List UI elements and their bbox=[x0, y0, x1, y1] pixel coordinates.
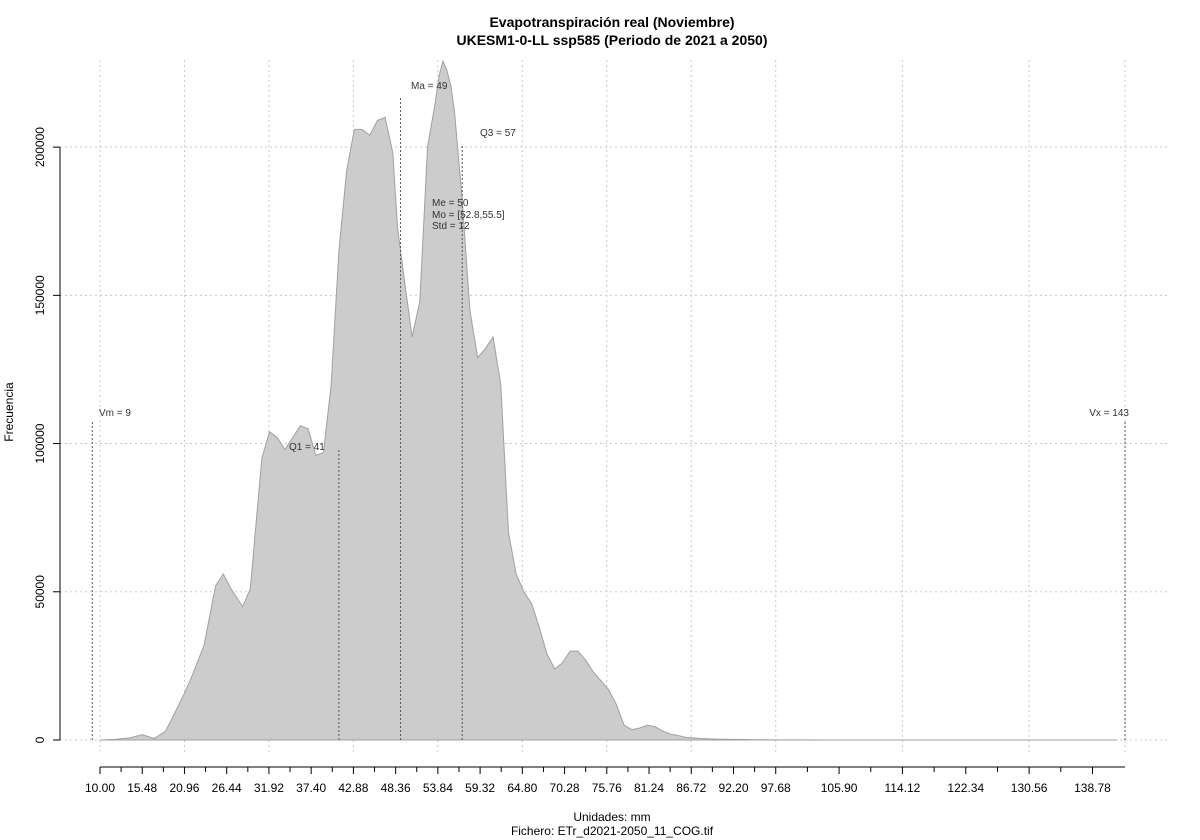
x-tick-label-12: 75.76 bbox=[592, 781, 622, 795]
grid-layer bbox=[60, 60, 1170, 752]
y-tick-label-1: 50000 bbox=[33, 575, 47, 609]
file-label: Fichero: ETr_d2021-2050_11_COG.tif bbox=[511, 824, 714, 838]
x-tick-label-13: 81.24 bbox=[634, 781, 664, 795]
axes-layer: 0 50000 100000 150000 200000 10.00 15.48 20.96 2… bbox=[33, 127, 1125, 795]
x-tick-label-15: 92.20 bbox=[718, 781, 748, 795]
x-tick-label-2: 20.96 bbox=[169, 781, 199, 795]
y-tick-label-3: 150000 bbox=[33, 275, 47, 315]
annotation-q1: Q1 = 41 bbox=[289, 442, 325, 453]
annotation-std: Std = 12 bbox=[432, 221, 470, 232]
distribution-area-layer bbox=[99, 59, 1118, 741]
x-tick-label-1: 15.48 bbox=[127, 781, 157, 795]
x-tick-label-7: 48.36 bbox=[381, 781, 411, 795]
x-tick-label-3: 26.44 bbox=[212, 781, 242, 795]
x-tick-label-17: 105.90 bbox=[821, 781, 858, 795]
y-tick-label-4: 200000 bbox=[33, 127, 47, 167]
x-tick-label-0: 10.00 bbox=[85, 781, 115, 795]
x-tick-label-19: 122.34 bbox=[947, 781, 984, 795]
x-tick-label-21: 138.78 bbox=[1074, 781, 1111, 795]
x-tick-label-4: 31.92 bbox=[254, 781, 284, 795]
x-tick-label-5: 37.40 bbox=[296, 781, 326, 795]
x-tick-label-8: 53.84 bbox=[423, 781, 453, 795]
x-tick-label-6: 42.88 bbox=[338, 781, 368, 795]
x-tick-label-10: 64.80 bbox=[507, 781, 537, 795]
y-axis-label: Frecuencia bbox=[2, 382, 16, 442]
annotation-q3: Q3 = 57 bbox=[480, 128, 516, 139]
x-tick-label-16: 97.68 bbox=[761, 781, 791, 795]
distribution-area bbox=[99, 59, 1118, 741]
y-tick-label-0: 0 bbox=[33, 736, 47, 743]
annotation-vx: Vx = 143 bbox=[1089, 408, 1129, 419]
x-tick-label-18: 114.12 bbox=[885, 781, 921, 795]
x-axis-label: Unidades: mm bbox=[573, 810, 650, 824]
x-tick-label-14: 86.72 bbox=[676, 781, 706, 795]
annotation-ma: Ma = 49 bbox=[411, 81, 448, 92]
annotation-me: Me = 50 bbox=[432, 198, 469, 209]
chart-subtitle: UKESM1-0-LL ssp585 (Periodo de 2021 a 20… bbox=[457, 32, 768, 48]
chart-title: Evapotranspiración real (Noviembre) bbox=[489, 14, 734, 30]
x-tick-label-11: 70.28 bbox=[550, 781, 580, 795]
x-tick-label-9: 59.32 bbox=[465, 781, 495, 795]
statistic-markers-layer bbox=[91, 96, 1126, 740]
x-tick-label-20: 130.56 bbox=[1011, 781, 1048, 795]
y-tick-label-2: 100000 bbox=[33, 423, 47, 463]
annotation-vm: Vm = 9 bbox=[99, 408, 131, 419]
annotation-mo: Mo = [52.8,55.5] bbox=[432, 210, 505, 221]
